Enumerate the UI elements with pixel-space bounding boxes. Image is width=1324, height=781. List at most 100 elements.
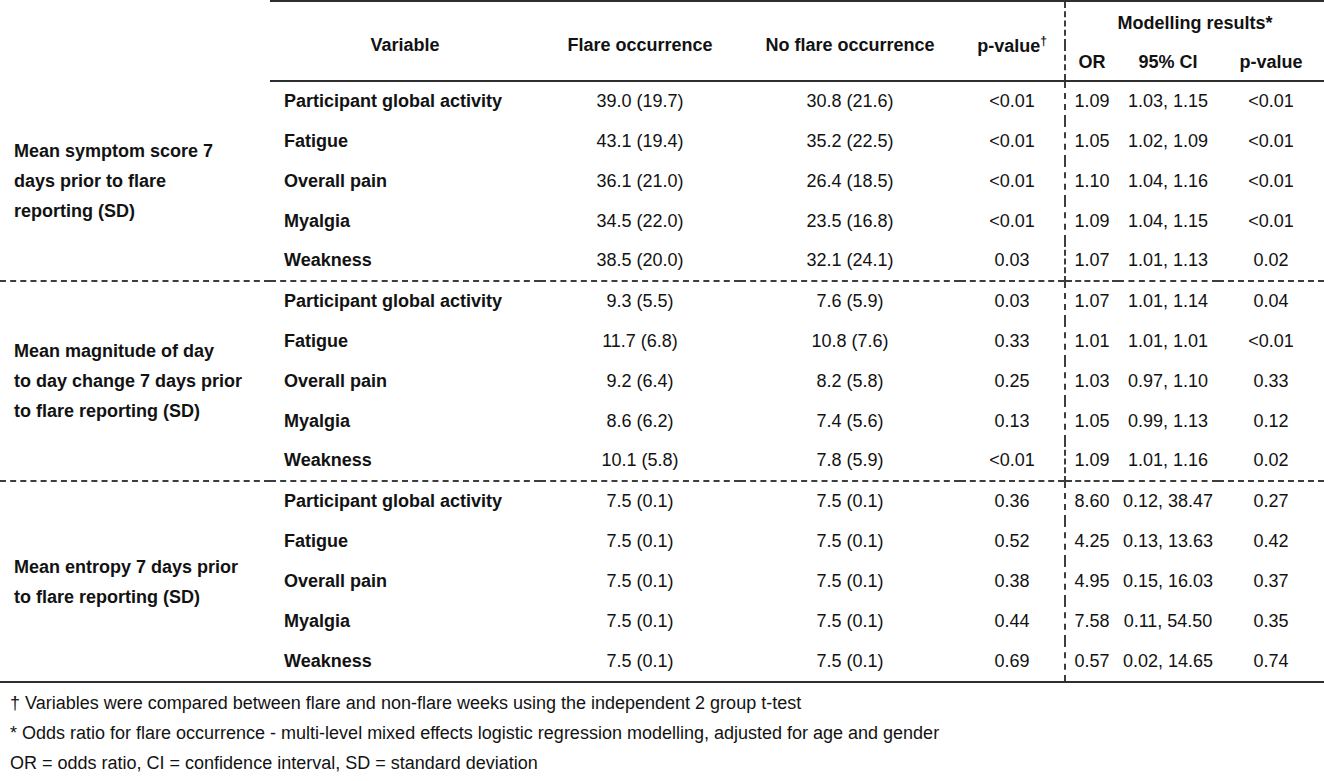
no-flare-occurrence-value: 30.8 (21.6) <box>740 81 960 121</box>
col-group-header-modelling-results: Modelling results* <box>1065 1 1324 45</box>
confidence-interval-value: 0.11, 54.50 <box>1118 601 1218 641</box>
flare-occurrence-value: 9.3 (5.5) <box>540 281 740 321</box>
no-flare-occurrence-value: 26.4 (18.5) <box>740 161 960 201</box>
confidence-interval-value: 0.97, 1.10 <box>1118 361 1218 401</box>
confidence-interval-value: 1.04, 1.16 <box>1118 161 1218 201</box>
variable-name: Overall pain <box>270 161 540 201</box>
table-header: Variable Flare occurrence No flare occur… <box>0 1 1324 81</box>
variable-name: Participant global activity <box>270 281 540 321</box>
confidence-interval-value: 0.15, 16.03 <box>1118 561 1218 601</box>
no-flare-occurrence-value: 7.5 (0.1) <box>740 641 960 681</box>
variable-name: Myalgia <box>270 201 540 241</box>
variable-name: Myalgia <box>270 401 540 441</box>
flare-occurrence-value: 7.5 (0.1) <box>540 561 740 601</box>
flare-occurrence-value: 11.7 (6.8) <box>540 321 740 361</box>
model-p-value-cell: 0.27 <box>1218 481 1324 521</box>
p-value-cell: 0.44 <box>960 601 1065 641</box>
flare-occurrence-value: 10.1 (5.8) <box>540 441 740 481</box>
col-header-p-value: p-value† <box>960 1 1065 81</box>
odds-ratio-value: 1.09 <box>1065 441 1118 481</box>
col-header-model-p-value: p-value <box>1218 45 1324 81</box>
no-flare-occurrence-value: 7.5 (0.1) <box>740 601 960 641</box>
confidence-interval-value: 0.02, 14.65 <box>1118 641 1218 681</box>
odds-ratio-value: 0.57 <box>1065 641 1118 681</box>
no-flare-occurrence-value: 23.5 (16.8) <box>740 201 960 241</box>
p-value-cell: 0.33 <box>960 321 1065 361</box>
col-header-variable: Variable <box>270 1 540 81</box>
table-row: Mean symptom score 7 days prior to flare… <box>0 81 1324 121</box>
p-value-label: p-value <box>977 36 1040 56</box>
section-label: Mean magnitude of day to day change 7 da… <box>0 281 270 481</box>
model-p-value-cell: 0.42 <box>1218 521 1324 561</box>
odds-ratio-value: 7.58 <box>1065 601 1118 641</box>
table-row: Mean magnitude of day to day change 7 da… <box>0 281 1324 321</box>
odds-ratio-value: 1.07 <box>1065 281 1118 321</box>
table-body: Mean symptom score 7 days prior to flare… <box>0 81 1324 681</box>
flare-occurrence-value: 39.0 (19.7) <box>540 81 740 121</box>
no-flare-occurrence-value: 7.5 (0.1) <box>740 481 960 521</box>
corner-cell <box>0 1 270 81</box>
odds-ratio-value: 4.95 <box>1065 561 1118 601</box>
model-p-value-cell: 0.02 <box>1218 241 1324 281</box>
no-flare-occurrence-value: 7.4 (5.6) <box>740 401 960 441</box>
flare-occurrence-value: 9.2 (6.4) <box>540 361 740 401</box>
p-value-cell: 0.03 <box>960 281 1065 321</box>
flare-occurrence-value: 43.1 (19.4) <box>540 121 740 161</box>
odds-ratio-value: 1.01 <box>1065 321 1118 361</box>
confidence-interval-value: 1.01, 1.14 <box>1118 281 1218 321</box>
confidence-interval-value: 1.01, 1.01 <box>1118 321 1218 361</box>
model-p-value-cell: <0.01 <box>1218 201 1324 241</box>
model-p-value-cell: 0.12 <box>1218 401 1324 441</box>
odds-ratio-value: 1.03 <box>1065 361 1118 401</box>
confidence-interval-value: 1.03, 1.15 <box>1118 81 1218 121</box>
flare-occurrence-value: 7.5 (0.1) <box>540 521 740 561</box>
variable-name: Participant global activity <box>270 81 540 121</box>
no-flare-occurrence-value: 35.2 (22.5) <box>740 121 960 161</box>
section-label: Mean entropy 7 days prior to flare repor… <box>0 481 270 681</box>
flare-occurrence-value: 7.5 (0.1) <box>540 601 740 641</box>
p-value-cell: 0.38 <box>960 561 1065 601</box>
variable-name: Weakness <box>270 241 540 281</box>
variable-name: Weakness <box>270 641 540 681</box>
odds-ratio-value: 1.10 <box>1065 161 1118 201</box>
p-value-cell: 0.36 <box>960 481 1065 521</box>
col-header-flare-occurrence: Flare occurrence <box>540 1 740 81</box>
statistics-table-page: Variable Flare occurrence No flare occur… <box>0 0 1324 781</box>
variable-name: Myalgia <box>270 601 540 641</box>
model-p-value-cell: <0.01 <box>1218 121 1324 161</box>
no-flare-occurrence-value: 32.1 (24.1) <box>740 241 960 281</box>
confidence-interval-value: 0.13, 13.63 <box>1118 521 1218 561</box>
p-value-cell: 0.25 <box>960 361 1065 401</box>
model-p-value-cell: <0.01 <box>1218 81 1324 121</box>
p-value-cell: <0.01 <box>960 161 1065 201</box>
flare-occurrence-value: 34.5 (22.0) <box>540 201 740 241</box>
footnotes: † Variables were compared between flare … <box>0 681 1324 781</box>
variable-name: Fatigue <box>270 321 540 361</box>
p-value-cell: <0.01 <box>960 81 1065 121</box>
p-value-cell: <0.01 <box>960 201 1065 241</box>
variable-name: Overall pain <box>270 561 540 601</box>
dagger-symbol: † <box>1040 34 1047 48</box>
footnote-asterisk: * Odds ratio for flare occurrence - mult… <box>10 718 1312 748</box>
p-value-cell: 0.13 <box>960 401 1065 441</box>
confidence-interval-value: 0.99, 1.13 <box>1118 401 1218 441</box>
confidence-interval-value: 1.01, 1.16 <box>1118 441 1218 481</box>
confidence-interval-value: 0.12, 38.47 <box>1118 481 1218 521</box>
table-row: Mean entropy 7 days prior to flare repor… <box>0 481 1324 521</box>
variable-name: Weakness <box>270 441 540 481</box>
model-p-value-cell: 0.04 <box>1218 281 1324 321</box>
odds-ratio-value: 1.05 <box>1065 401 1118 441</box>
no-flare-occurrence-value: 7.5 (0.1) <box>740 521 960 561</box>
col-header-no-flare-occurrence: No flare occurrence <box>740 1 960 81</box>
p-value-cell: <0.01 <box>960 441 1065 481</box>
col-header-95ci: 95% CI <box>1118 45 1218 81</box>
p-value-cell: 0.03 <box>960 241 1065 281</box>
variable-name: Overall pain <box>270 361 540 401</box>
odds-ratio-value: 8.60 <box>1065 481 1118 521</box>
flare-occurrence-value: 8.6 (6.2) <box>540 401 740 441</box>
col-header-or: OR <box>1065 45 1118 81</box>
confidence-interval-value: 1.02, 1.09 <box>1118 121 1218 161</box>
no-flare-occurrence-value: 8.2 (5.8) <box>740 361 960 401</box>
flare-occurrence-value: 36.1 (21.0) <box>540 161 740 201</box>
model-p-value-cell: 0.33 <box>1218 361 1324 401</box>
